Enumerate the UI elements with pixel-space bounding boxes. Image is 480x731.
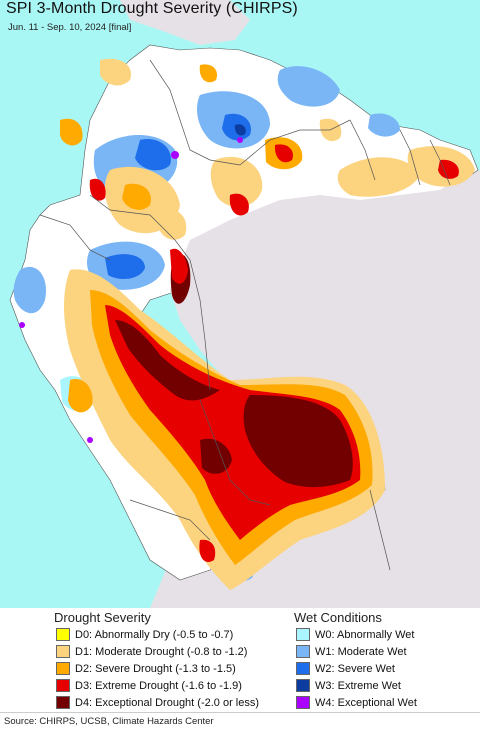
drought-areas	[60, 58, 475, 590]
swatch-d1	[56, 645, 70, 658]
legend-label-w3: W3: Extreme Wet	[315, 679, 401, 692]
map-subtitle: Jun. 11 - Sep. 10, 2024 [final]	[8, 22, 132, 33]
swatch-d4	[56, 696, 70, 709]
legend-item-d1: D1: Moderate Drought (-0.8 to -1.2)	[56, 645, 247, 658]
source-footer: Source: CHIRPS, UCSB, Climate Hazards Ce…	[0, 712, 480, 731]
swatch-d3	[56, 679, 70, 692]
legend-label-w2: W2: Severe Wet	[315, 662, 395, 675]
legend-label-w0: W0: Abnormally Wet	[315, 628, 415, 641]
swatch-d0	[56, 628, 70, 641]
map-canvas	[9, 0, 480, 608]
legend-label-d2: D2: Severe Drought (-1.3 to -1.5)	[75, 662, 236, 675]
legend-item-w1: W1: Moderate Wet	[296, 645, 407, 658]
swatch-w2	[296, 662, 310, 675]
source-credit: Source: CHIRPS, UCSB, Climate Hazards Ce…	[4, 716, 214, 727]
legend-label-d3: D3: Extreme Drought (-1.6 to -1.9)	[75, 679, 242, 692]
swatch-w3	[296, 679, 310, 692]
legend-label-w1: W1: Moderate Wet	[315, 645, 407, 658]
legend: Drought Severity Wet Conditions D0: Abno…	[0, 608, 480, 712]
map-title: SPI 3-Month Drought Severity (CHIRPS)	[6, 0, 298, 17]
drought-legend-header: Drought Severity	[54, 610, 151, 625]
legend-item-d2: D2: Severe Drought (-1.3 to -1.5)	[56, 662, 236, 675]
country-borders	[39, 59, 451, 571]
map-panel: SPI 3-Month Drought Severity (CHIRPS) Ju…	[0, 0, 480, 608]
legend-item-w4: W4: Exceptional Wet	[296, 696, 417, 709]
wet-legend-header: Wet Conditions	[294, 610, 382, 625]
swatch-d2	[56, 662, 70, 675]
swatch-w0	[296, 628, 310, 641]
legend-item-w3: W3: Extreme Wet	[296, 679, 401, 692]
legend-label-d0: D0: Abnormally Dry (-0.5 to -0.7)	[75, 628, 234, 641]
legend-item-d4: D4: Exceptional Drought (-2.0 or less)	[56, 696, 259, 709]
legend-label-d4: D4: Exceptional Drought (-2.0 or less)	[75, 696, 260, 709]
legend-item-w2: W2: Severe Wet	[296, 662, 395, 675]
legend-item-d0: D0: Abnormally Dry (-0.5 to -0.7)	[56, 628, 233, 641]
legend-label-d1: D1: Moderate Drought (-0.8 to -1.2)	[75, 645, 248, 658]
legend-item-w0: W0: Abnormally Wet	[296, 628, 414, 641]
swatch-w1	[296, 645, 310, 658]
legend-item-d3: D3: Extreme Drought (-1.6 to -1.9)	[56, 679, 242, 692]
swatch-w4	[296, 696, 310, 709]
legend-label-w4: W4: Exceptional Wet	[315, 696, 417, 709]
